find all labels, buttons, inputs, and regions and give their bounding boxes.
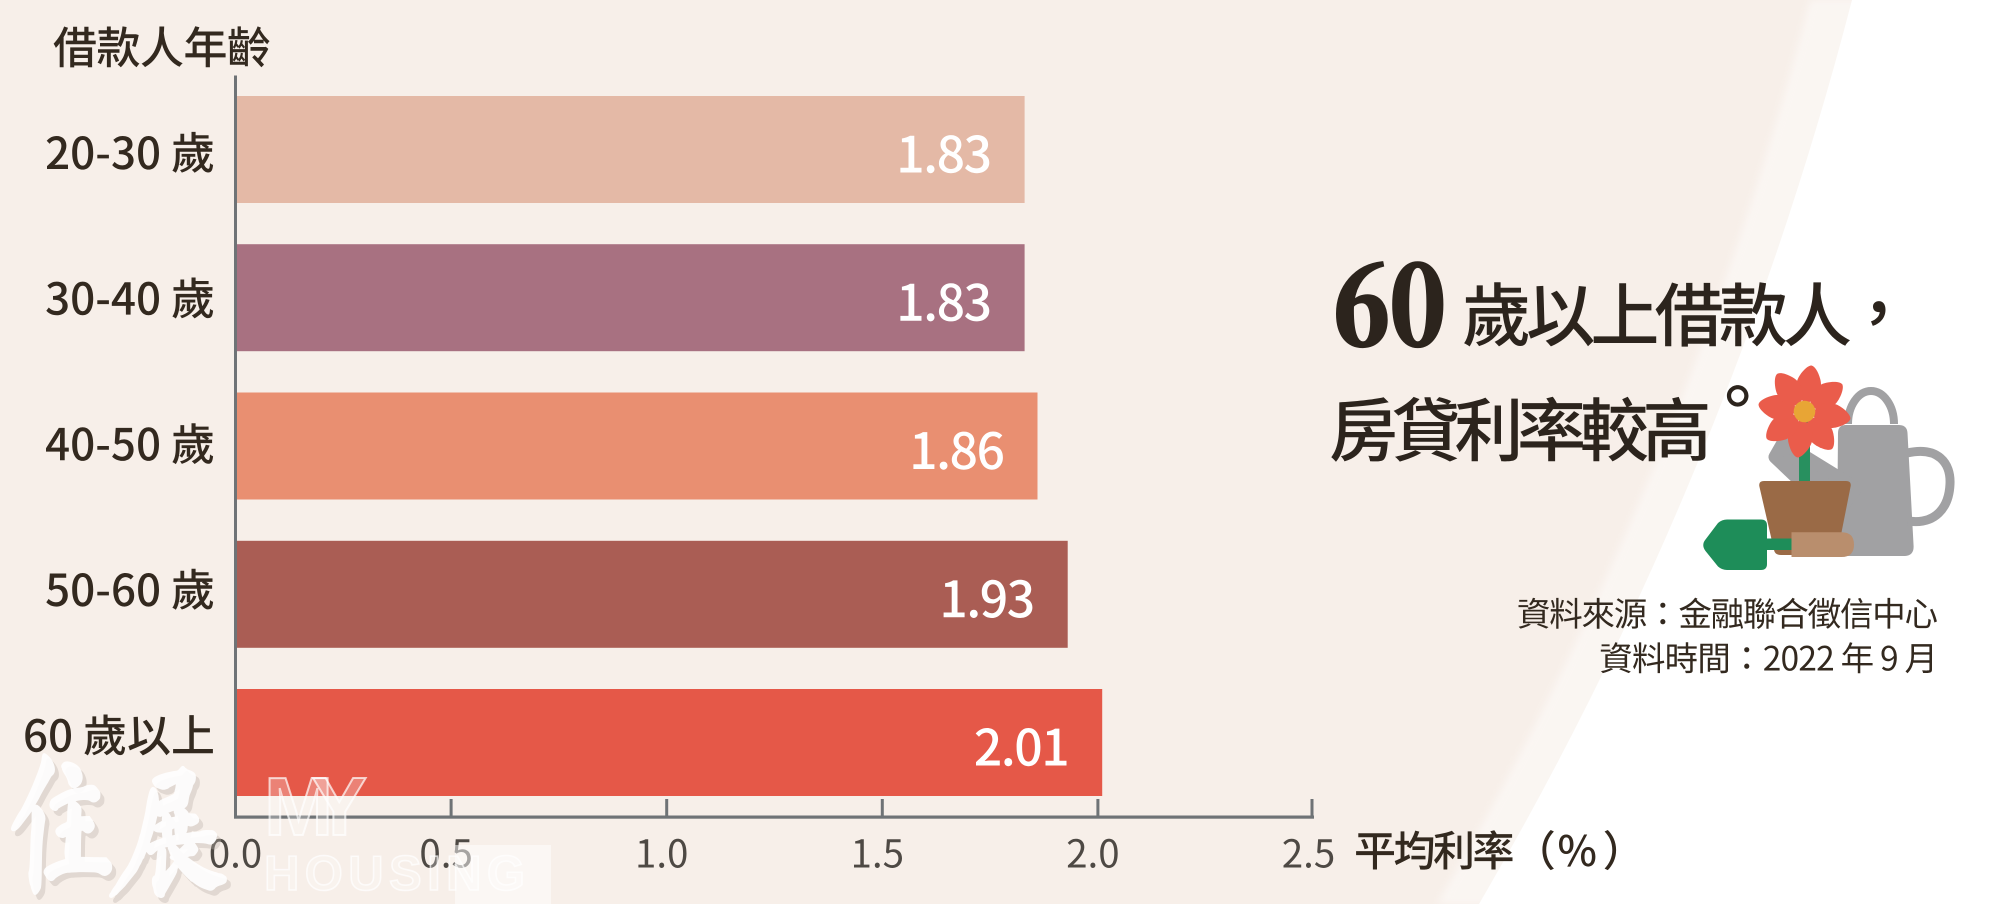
svg-text:MY: MY <box>264 760 367 853</box>
